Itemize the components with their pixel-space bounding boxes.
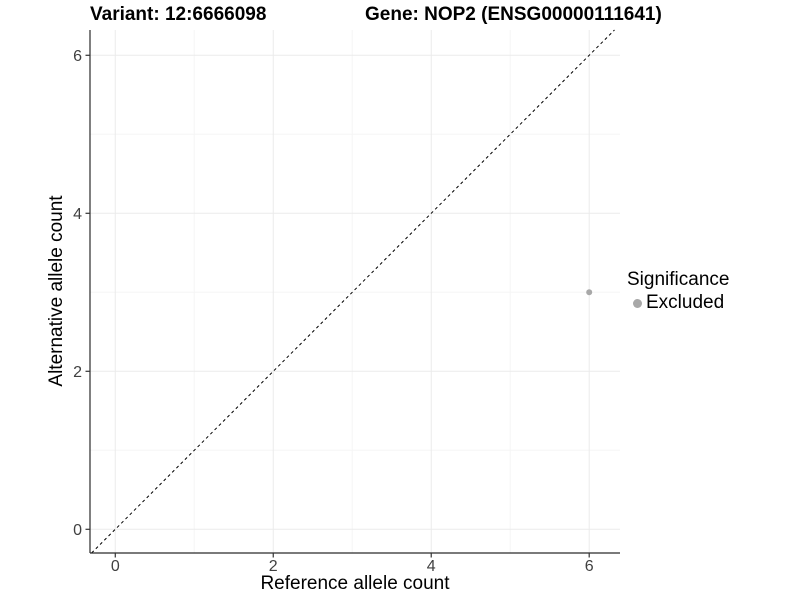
y-tick-label: 2 (73, 364, 82, 381)
y-tick-label: 4 (73, 206, 82, 223)
x-tick-label: 2 (269, 558, 278, 575)
legend-point-icon (633, 298, 642, 308)
legend: Significance Excluded (627, 269, 729, 314)
x-axis-title: Reference allele count (260, 573, 450, 594)
identity-reference-line (91, 29, 615, 554)
legend-title: Significance (627, 269, 730, 290)
y-tick-label: 0 (73, 522, 82, 539)
x-tick-label: 6 (585, 558, 594, 575)
legend-item-label: Excluded (646, 292, 725, 313)
y-axis-title: Alternative allele count (46, 195, 67, 387)
plot-title-gene: Gene: NOP2 (ENSG00000111641) (365, 4, 662, 25)
x-tick-label: 0 (111, 558, 120, 575)
x-tick-label: 4 (427, 558, 436, 575)
y-tick-label: 6 (73, 48, 82, 65)
plot-title-variant: Variant: 12:6666098 (90, 4, 267, 25)
data-point (586, 289, 593, 296)
legend-item-excluded: Excluded (627, 292, 729, 314)
